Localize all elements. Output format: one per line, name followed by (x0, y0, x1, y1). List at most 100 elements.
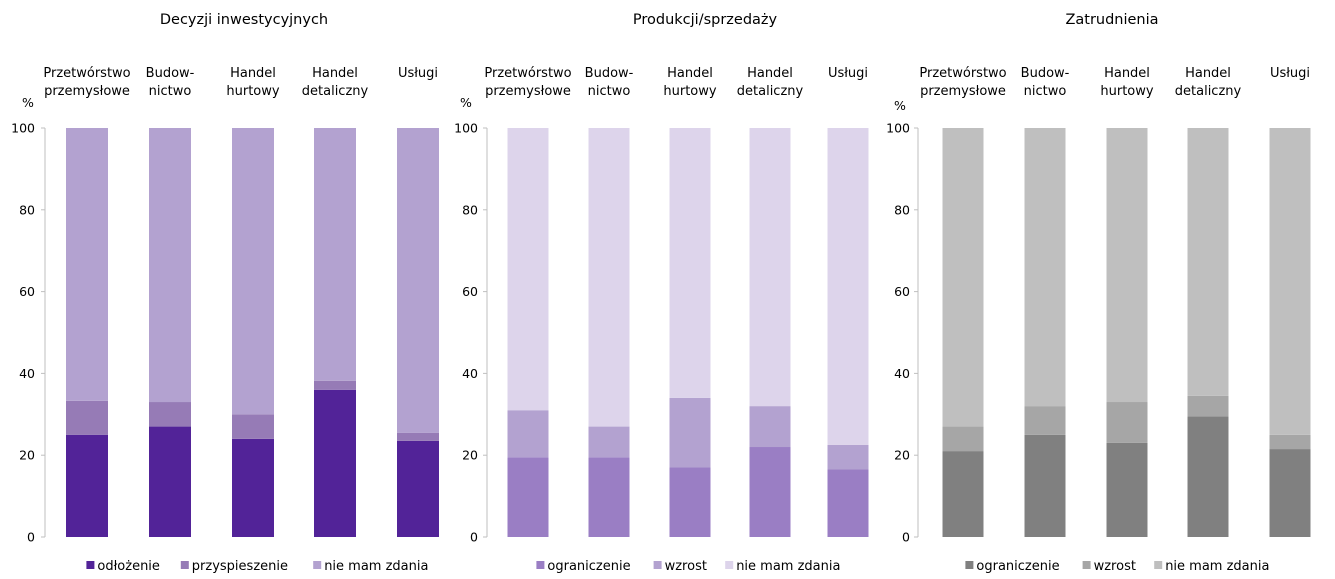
legend-label: nie mam zdania (736, 559, 840, 574)
category-label: Przetwórstwo (43, 66, 130, 81)
category-label: Przetwórstwo (919, 66, 1006, 81)
category-label: Przetwórstwo (484, 66, 571, 81)
bar-segment (1024, 128, 1066, 407)
bar-segment (942, 451, 984, 537)
chart-title: Zatrudnienia (1065, 12, 1158, 28)
bar-segment (314, 380, 356, 390)
bar-segment (942, 426, 984, 452)
legend-swatch (86, 561, 95, 569)
y-tick-label: 60 (894, 284, 910, 299)
y-axis-unit: % (894, 98, 906, 113)
bar-segment (1024, 406, 1066, 435)
y-tick-label: 20 (19, 448, 35, 463)
bar-segment (588, 128, 630, 427)
category-label: Handel (1104, 66, 1150, 81)
category-label: Handel (312, 66, 358, 81)
y-tick-label: 40 (462, 366, 478, 381)
y-tick-label: 80 (894, 202, 910, 217)
legend-label: nie mam zdania (1165, 559, 1269, 574)
legend-label: wzrost (1094, 559, 1136, 574)
category-label: Usługi (398, 66, 438, 81)
bar-segment (1187, 395, 1229, 417)
y-tick-label: 100 (886, 121, 910, 136)
legend-swatch (1082, 561, 1091, 569)
category-label: przemysłowe (920, 84, 1006, 99)
legend-swatch (180, 561, 189, 569)
bar-segment (669, 467, 711, 537)
bar-segment (149, 128, 191, 403)
y-tick-label: 60 (19, 284, 35, 299)
y-tick-label: 100 (454, 121, 478, 136)
category-label: detaliczny (737, 84, 804, 99)
bar-segment (1106, 442, 1148, 537)
legend-label: ograniczenie (547, 559, 630, 574)
bar-segment (397, 440, 439, 537)
y-axis-unit: % (22, 95, 34, 110)
legend-label: nie mam zdania (324, 559, 428, 574)
bar-segment (314, 128, 356, 381)
bar-segment (397, 432, 439, 441)
bar-segment (397, 128, 439, 433)
bar-segment (149, 402, 191, 427)
bar-segment (232, 414, 274, 439)
category-label: Handel (230, 66, 276, 81)
category-label: hurtowy (1100, 84, 1154, 99)
chart-title: Produkcji/sprzedaży (633, 12, 778, 28)
y-tick-label: 20 (894, 448, 910, 463)
y-tick-label: 80 (19, 202, 35, 217)
category-label: hurtowy (226, 84, 280, 99)
bar-segment (827, 469, 869, 537)
y-tick-label: 40 (19, 366, 35, 381)
category-label: przemysłowe (44, 84, 130, 99)
bar-segment (1106, 128, 1148, 403)
bar-segment (1269, 449, 1311, 537)
bar-segment (827, 128, 869, 445)
bar-segment (1106, 402, 1148, 443)
bar-segment (827, 444, 869, 470)
category-label: Handel (1185, 66, 1231, 81)
legend-swatch (653, 561, 662, 569)
y-tick-label: 0 (902, 530, 910, 545)
bar-segment (66, 400, 108, 435)
bar-segment (66, 128, 108, 401)
bar-segment (588, 426, 630, 458)
y-tick-label: 20 (462, 448, 478, 463)
bar-segment (1269, 434, 1311, 450)
bar-segment (1024, 434, 1066, 537)
bar-segment (232, 128, 274, 415)
legend-label: odłożenie (97, 559, 160, 574)
legend-label: ograniczenie (976, 559, 1059, 574)
y-tick-label: 0 (470, 530, 478, 545)
category-label: nictwo (149, 84, 192, 99)
bar-segment (232, 438, 274, 537)
category-label: detaliczny (302, 84, 369, 99)
y-axis-unit: % (460, 95, 472, 110)
bar-segment (588, 457, 630, 537)
legend-swatch (725, 561, 734, 569)
chart-title: Decyzji inwestycyjnych (160, 12, 328, 28)
bar-segment (669, 397, 711, 468)
y-tick-label: 0 (27, 530, 35, 545)
y-tick-label: 80 (462, 202, 478, 217)
legend-swatch (536, 561, 545, 569)
category-label: nictwo (588, 84, 631, 99)
category-label: Handel (747, 66, 793, 81)
category-label: Budow- (585, 66, 634, 81)
category-label: Usługi (1270, 66, 1310, 81)
bar-segment (149, 426, 191, 537)
y-tick-label: 60 (462, 284, 478, 299)
legend-swatch (1154, 561, 1163, 569)
category-label: hurtowy (663, 84, 717, 99)
bar-segment (507, 410, 549, 458)
legend-label: przyspieszenie (192, 559, 288, 574)
category-label: Budow- (146, 66, 195, 81)
legend-label: wzrost (665, 559, 707, 574)
bar-segment (1187, 416, 1229, 537)
legend-swatch (965, 561, 974, 569)
bar-segment (942, 128, 984, 427)
bar-segment (749, 406, 791, 448)
category-label: przemysłowe (485, 84, 571, 99)
bar-segment (1269, 128, 1311, 435)
bar-segment (1187, 128, 1229, 396)
